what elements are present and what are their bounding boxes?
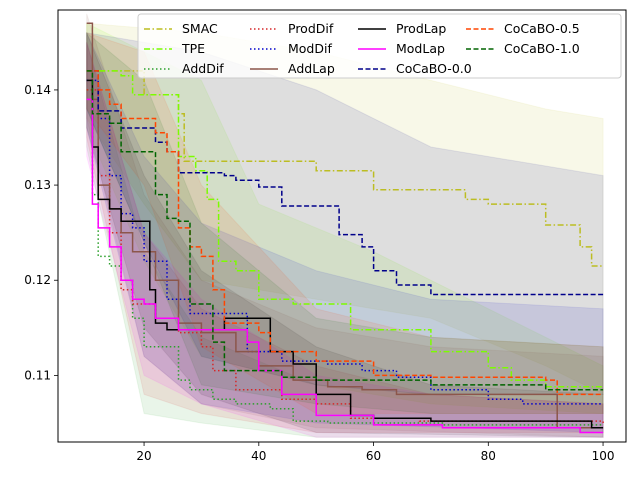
line-tpe [86, 70, 604, 388]
band-addlap [86, 13, 604, 438]
line-smac [86, 70, 604, 267]
x-tick-label: 100 [592, 449, 615, 463]
legend-label-prodlap: ProdLap [396, 21, 446, 36]
band-modlap [86, 42, 604, 438]
legend-label-addlap: AddLap [288, 61, 335, 76]
line-modlap [86, 98, 604, 434]
line-cocabo-1-0 [86, 70, 604, 391]
legend: SMAC TPE AddDif ProdDif ModDif AddLap ProdLap M… [137, 13, 622, 79]
legend-label-cocabo-0-0: CoCaBO-0.0 [396, 61, 472, 76]
y-tick-label: 0.14 [24, 83, 51, 97]
legend-label-tpe: TPE [181, 41, 205, 56]
band-prodlap [86, 32, 604, 438]
legend-box [137, 13, 622, 79]
line-addlap [86, 22, 604, 429]
line-prodlap [86, 79, 604, 429]
x-tick-label: 20 [136, 449, 151, 463]
x-tick-label: 40 [251, 449, 266, 463]
band-proddif [86, 42, 604, 433]
line-proddif [86, 89, 604, 425]
legend-label-moddif: ModDif [288, 41, 332, 56]
y-axis: 0.11 0.12 0.13 0.14 [24, 83, 58, 382]
x-tick-label: 60 [366, 449, 381, 463]
band-tpe [86, 22, 604, 415]
y-tick-label: 0.12 [24, 273, 51, 287]
legend-label-smac: SMAC [182, 21, 218, 36]
line-moddif [86, 79, 604, 405]
y-tick-label: 0.13 [24, 178, 51, 192]
y-tick-label: 0.11 [24, 368, 51, 382]
legend-label-cocabo-1-0: CoCaBO-1.0 [504, 41, 580, 56]
line-adddif [86, 89, 604, 426]
series-lines [86, 22, 604, 434]
line-cocabo-0-5 [86, 70, 604, 396]
x-tick-label: 80 [481, 449, 496, 463]
legend-label-adddif: AddDif [182, 61, 224, 76]
legend-label-cocabo-0-5: CoCaBO-0.5 [504, 21, 580, 36]
plot-frame [57, 9, 627, 443]
legend-label-proddif: ProdDif [288, 21, 334, 36]
band-cocabo-1-0 [86, 31, 604, 414]
legend-label-modlap: ModLap [396, 41, 445, 56]
x-axis: 20 40 60 80 100 [136, 442, 615, 463]
line-cocabo-0-0 [86, 70, 604, 296]
band-cocabo-0-5 [86, 32, 604, 414]
